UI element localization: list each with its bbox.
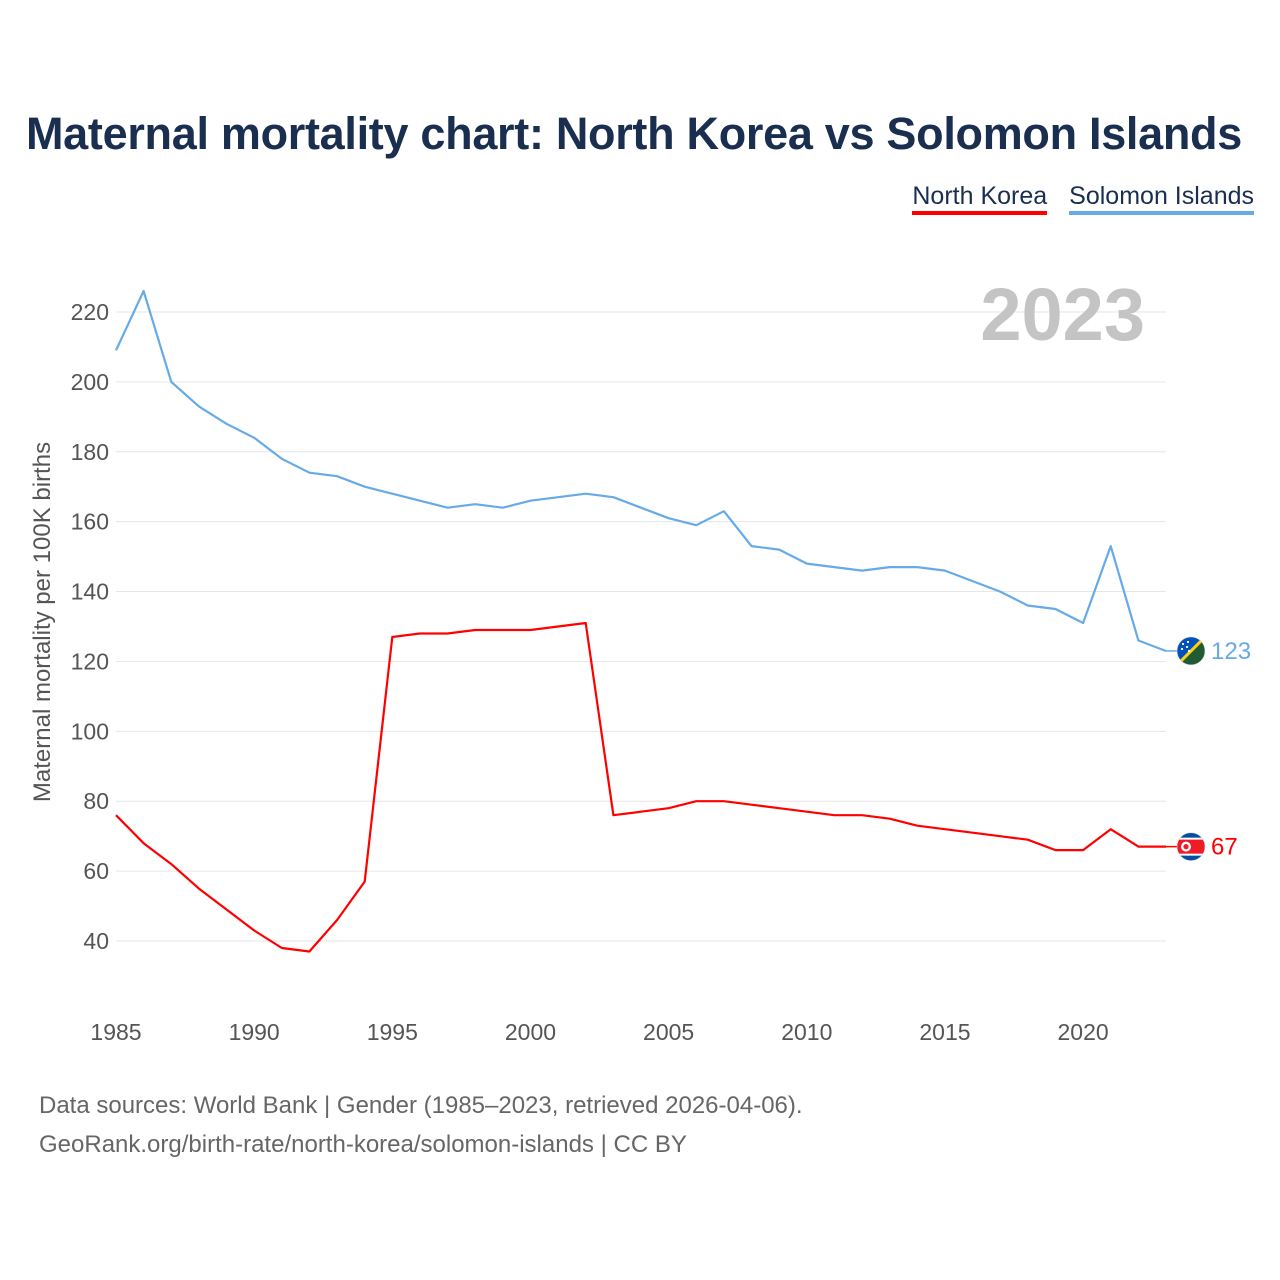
chart-title: Maternal mortality chart: North Korea vs… — [26, 108, 1242, 159]
y-tick-label-80: 80 — [83, 788, 109, 814]
y-tick-label-100: 100 — [71, 718, 109, 744]
x-tick-label-1990: 1990 — [229, 1019, 280, 1045]
legend-item-north-korea[interactable]: North Korea — [912, 182, 1048, 215]
end-value-label-solomon-islands: 123 — [1211, 638, 1251, 665]
series-line-solomon-islands — [115, 289, 1167, 653]
data-source: Data sources: World Bank | Gender (1985–… — [39, 1086, 803, 1164]
x-tick-label-2005: 2005 — [643, 1019, 694, 1045]
source-line-2[interactable]: GeoRank.org/birth-rate/north-korea/solom… — [39, 1131, 687, 1158]
year-watermark: 2023 — [980, 273, 1145, 356]
legend-item-solomon-islands[interactable]: Solomon Islands — [1069, 182, 1254, 215]
y-tick-label-220: 220 — [71, 299, 109, 325]
y-tick-label-140: 140 — [71, 579, 109, 605]
solomon-islands-flag-icon — [1176, 636, 1206, 666]
x-tick-label-1995: 1995 — [367, 1019, 418, 1045]
x-axis-ticks: 1985 1990 1995 2000 2005 2010 2015 2020 — [90, 1019, 1108, 1045]
x-tick-label-1985: 1985 — [90, 1019, 141, 1045]
y-tick-label-60: 60 — [83, 858, 109, 884]
source-line-1: Data sources: World Bank | Gender (1985–… — [39, 1092, 803, 1119]
y-tick-label-120: 120 — [71, 648, 109, 674]
end-value-label-north-korea: 67 — [1211, 834, 1238, 861]
end-markers: 123 67 — [1166, 636, 1251, 861]
x-tick-label-2010: 2010 — [781, 1019, 832, 1045]
x-tick-label-2015: 2015 — [919, 1019, 970, 1045]
legend: North Korea Solomon Islands — [912, 182, 1254, 215]
y-axis-label: Maternal mortality per 100K births — [29, 442, 56, 802]
grid-lines — [116, 311, 1166, 942]
north-korea-flag-icon — [1176, 832, 1206, 861]
x-tick-label-2000: 2000 — [505, 1019, 556, 1045]
y-tick-label-180: 180 — [71, 439, 109, 465]
x-tick-label-2020: 2020 — [1058, 1019, 1109, 1045]
series-line-north-korea — [115, 621, 1166, 953]
y-tick-label-160: 160 — [71, 509, 109, 535]
y-tick-label-200: 200 — [71, 369, 109, 395]
y-axis-ticks: 40 60 80 100 120 140 160 180 200 220 — [71, 299, 109, 954]
y-tick-label-40: 40 — [83, 928, 109, 954]
series-lines — [115, 289, 1167, 953]
